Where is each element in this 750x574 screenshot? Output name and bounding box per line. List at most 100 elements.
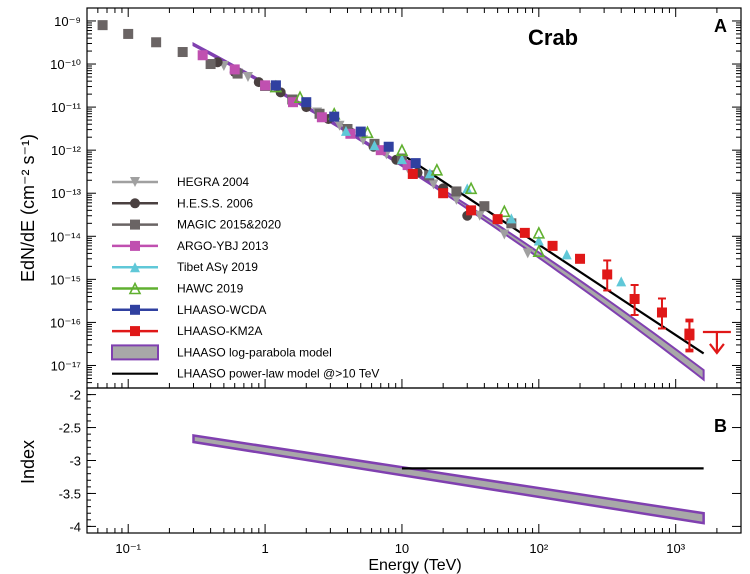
y-tick-label-a: 10⁻¹⁰ <box>50 57 81 72</box>
legend-label: MAGIC 2015&2020 <box>177 218 281 232</box>
panel-b-tag: B <box>714 416 727 436</box>
y-tick-label-b: -2.5 <box>59 421 81 436</box>
legend-label: HAWC 2019 <box>177 282 244 296</box>
marker-square <box>301 97 312 108</box>
marker-triangle-up <box>369 140 380 151</box>
panel-a-ticks: 10⁻⁹ 10⁻¹⁰ 10⁻¹¹ 10⁻¹² 10⁻¹³ 10⁻¹⁴ 10⁻¹⁵ 10⁻¹⁶ 1… <box>50 7 742 389</box>
marker-square <box>329 111 340 122</box>
marker-square <box>479 201 490 212</box>
legend-label: Tibet ASγ 2019 <box>177 260 258 274</box>
legend-item: LHAASO power-law model @>10 TeV <box>112 367 379 381</box>
marker-triangle-down <box>130 177 140 187</box>
marker-triangle-down <box>334 120 345 131</box>
marker-square <box>375 145 386 156</box>
power-law-line <box>401 153 705 355</box>
legend-swatch-band <box>111 344 159 361</box>
legend-item: ARGO-YBJ 2013 <box>112 239 269 253</box>
legend-item: LHAASO log-parabola model <box>111 344 332 361</box>
marker-square <box>270 80 281 91</box>
marker-triangle-up <box>130 262 140 273</box>
marker-triangle-up <box>462 183 473 194</box>
legend-item: LHAASO-KM2A <box>112 324 262 338</box>
marker-triangle-down <box>242 71 253 82</box>
y-tick-label-a: 10⁻¹³ <box>51 186 82 201</box>
marker-triangle-up-open <box>293 90 307 103</box>
marker-triangle-up <box>533 235 544 246</box>
marker-triangle-up <box>424 168 435 179</box>
marker-square <box>656 307 667 318</box>
panel-b-models <box>192 433 705 525</box>
marker-square <box>130 304 140 315</box>
marker-square <box>602 269 613 280</box>
marker-triangle-down <box>474 210 485 221</box>
marker-square <box>575 253 586 264</box>
marker-triangle-up <box>396 154 407 165</box>
km2a-upper-limit <box>702 330 731 355</box>
legend-label: LHAASO-WCDA <box>177 303 266 317</box>
series-lhaaso-wcda <box>270 80 421 169</box>
legend-label: LHAASO log-parabola model <box>177 345 332 359</box>
legend-item: MAGIC 2015&2020 <box>112 218 281 232</box>
marker-square <box>177 47 188 58</box>
index-band <box>192 433 705 525</box>
log-parabola-band <box>192 42 705 382</box>
marker-triangle-up-open <box>532 226 546 239</box>
marker-square <box>383 141 394 152</box>
marker-square <box>288 97 299 108</box>
marker-square <box>97 20 108 31</box>
marker-triangle-down <box>451 194 462 205</box>
y-tick-label-a: 10⁻¹² <box>51 143 82 158</box>
panel-a-tag: A <box>714 16 727 36</box>
y-tick-label-a: 10⁻¹⁶ <box>50 315 81 330</box>
legend-label: LHAASO power-law model @>10 TeV <box>177 367 379 381</box>
marker-square <box>438 188 449 199</box>
y-tick-label-b: -3.5 <box>59 486 81 501</box>
marker-triangle-up-open <box>498 204 511 218</box>
marker-square <box>684 328 695 339</box>
y-tick-label-a: 10⁻¹⁴ <box>50 229 81 244</box>
legend-label: H.E.S.S. 2006 <box>177 196 253 210</box>
x-tick-label: 10⁻¹ <box>115 541 141 556</box>
marker-square <box>402 160 413 171</box>
marker-square <box>151 37 162 48</box>
panel-a-models <box>192 42 705 382</box>
marker-square <box>345 128 356 139</box>
y-tick-label-b: -4 <box>69 519 81 534</box>
panel-a-data-points <box>97 20 731 355</box>
marker-square <box>123 28 134 39</box>
marker-square <box>451 186 462 197</box>
marker-square <box>130 219 140 230</box>
marker-triangle-up-open <box>395 143 409 156</box>
marker-square <box>205 59 216 70</box>
marker-square <box>410 158 421 169</box>
legend-item: HEGRA 2004 <box>112 175 249 189</box>
series-lhaaso-km2a <box>407 168 695 353</box>
legend-label: ARGO-YBJ 2013 <box>177 239 269 253</box>
marker-square <box>466 205 477 216</box>
marker-square <box>316 112 327 123</box>
x-tick-label: 10 <box>395 541 409 556</box>
y-axis-label-index: Index <box>18 440 38 484</box>
y-tick-label-b: -3 <box>69 454 81 469</box>
marker-square <box>547 240 558 251</box>
marker-triangle-down <box>499 229 510 240</box>
marker-square <box>492 214 503 225</box>
marker-square <box>519 227 530 238</box>
x-axis-label: Energy (TeV) <box>368 557 461 574</box>
legend: HEGRA 2004 H.E.S.S. 2006 MAGIC 2015&2020 AR… <box>111 175 379 381</box>
marker-triangle-up <box>506 213 517 224</box>
y-tick-label-a: 10⁻¹⁷ <box>51 358 82 373</box>
legend-label: LHAASO-KM2A <box>177 324 262 338</box>
panel-b: 10⁻¹ 1 10 10² 10³ -2 -2.5 -3 -3.5 -4 B <box>59 387 742 556</box>
legend-item: H.E.S.S. 2006 <box>112 196 253 210</box>
marker-triangle-up <box>340 125 351 136</box>
marker-square <box>629 293 640 304</box>
x-tick-label: 10³ <box>666 541 685 556</box>
marker-square <box>355 126 366 137</box>
x-tick-label: 1 <box>261 541 268 556</box>
y-tick-label-b: -2 <box>69 388 81 403</box>
upper-limit-arrowhead <box>709 343 725 355</box>
series-tibet-as-2019 <box>340 125 627 287</box>
marker-triangle-down <box>522 248 533 259</box>
marker-triangle-up-open <box>464 181 478 195</box>
